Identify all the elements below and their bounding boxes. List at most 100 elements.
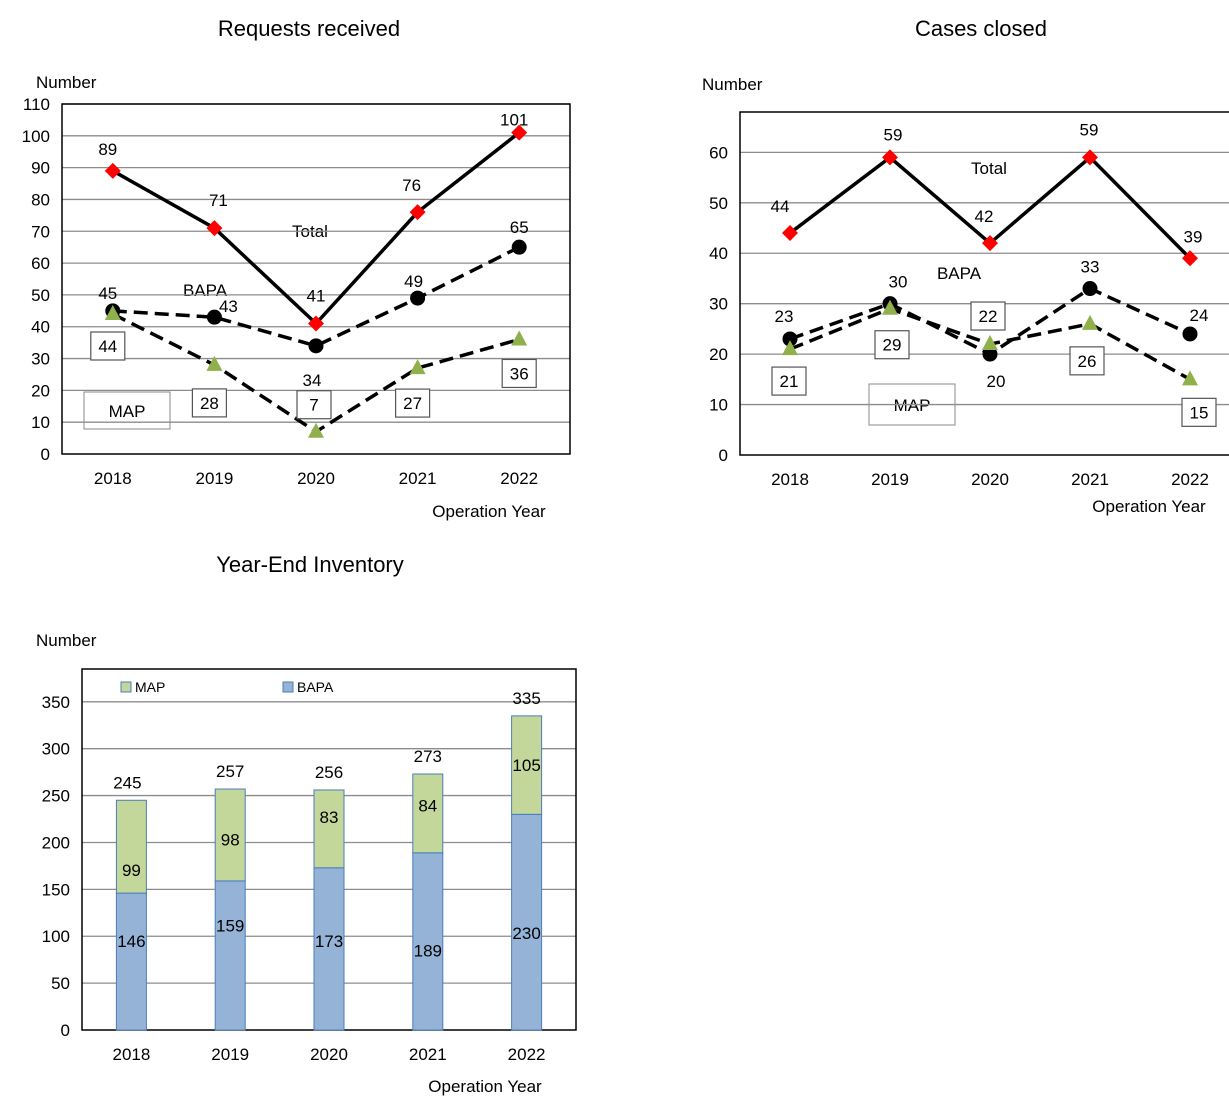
data-label-total: 273 <box>414 747 442 766</box>
y-tick-label: 30 <box>31 350 50 369</box>
y-tick-label: 10 <box>31 413 50 432</box>
y-tick-label: 30 <box>709 295 728 314</box>
cases-closed-svg: Cases closed Number Operation Year Total… <box>702 16 1229 516</box>
x-tick-label: 2019 <box>871 470 909 489</box>
data-label-bapa: 45 <box>98 284 117 303</box>
data-label-bapa: 33 <box>1081 258 1100 277</box>
series-line-bapa <box>112 245 520 348</box>
data-label-map: 105 <box>512 756 540 775</box>
y-tick-label: 350 <box>42 693 70 712</box>
data-label-total: 76 <box>402 176 421 195</box>
data-point-map <box>782 340 798 356</box>
data-label-bapa: 159 <box>216 917 244 936</box>
y-tick-label: 0 <box>719 446 728 465</box>
data-label-box <box>501 358 537 389</box>
bar-map <box>511 715 543 815</box>
x-tick-label: 2022 <box>1171 470 1209 489</box>
y-tick-label: 60 <box>709 143 728 162</box>
x-tick-label: 2018 <box>771 470 809 489</box>
data-label-box <box>1181 397 1217 427</box>
data-label-map: 21 <box>780 372 799 391</box>
y-axis-label: Number <box>702 75 763 94</box>
y-tick-label: 100 <box>42 927 70 946</box>
data-label-map: 7 <box>309 396 318 415</box>
x-tick-label: 2020 <box>297 469 335 488</box>
data-point-total <box>308 315 324 332</box>
y-tick-label: 50 <box>709 194 728 213</box>
requests-received-svg: Requests received Number Operation Year … <box>22 16 571 521</box>
x-tick-label: 2022 <box>508 1045 546 1064</box>
bar-map <box>412 773 444 854</box>
y-tick-label: 250 <box>42 787 70 806</box>
data-point-map <box>511 330 528 346</box>
data-point-total <box>982 235 998 252</box>
data-point-total <box>104 162 121 179</box>
data-point-total <box>1182 250 1198 267</box>
data-label-total: 59 <box>1080 120 1099 139</box>
data-point-total <box>882 149 898 166</box>
y-tick-label: 20 <box>709 345 728 364</box>
data-label-box <box>395 388 431 418</box>
y-tick-label: 40 <box>709 244 728 263</box>
y-tick-label: 60 <box>31 254 50 273</box>
data-point-total <box>409 204 426 221</box>
data-point-bapa <box>1082 281 1098 297</box>
data-label-total: 41 <box>307 287 326 306</box>
y-tick-label: 80 <box>31 190 50 209</box>
data-label-bapa: 49 <box>404 272 423 291</box>
bar-map <box>214 788 246 882</box>
x-tick-label: 2018 <box>94 469 132 488</box>
series-label-bapa: BAPA <box>937 264 982 283</box>
series-label-total: Total <box>971 159 1007 178</box>
data-label-total: 256 <box>315 763 343 782</box>
data-label-total: 39 <box>1184 227 1203 246</box>
data-label-map: 44 <box>98 337 117 356</box>
data-label-bapa: 34 <box>303 371 322 390</box>
y-tick-label: 10 <box>709 396 728 415</box>
data-label-total: 335 <box>512 689 540 708</box>
cases-closed-chart: Cases closed Number Operation Year Total… <box>680 0 1229 530</box>
y-tick-label: 20 <box>31 381 50 400</box>
y-tick-label: 200 <box>42 833 70 852</box>
data-point-map <box>882 299 898 315</box>
data-point-map <box>1182 370 1198 386</box>
data-label-bapa: 24 <box>1190 306 1209 325</box>
data-point-map <box>206 355 223 371</box>
data-label-bapa: 146 <box>117 932 145 951</box>
x-tick-label: 2021 <box>1071 470 1109 489</box>
plot-frame <box>61 103 571 455</box>
data-point-total <box>511 124 528 141</box>
data-label-box <box>1069 346 1105 376</box>
data-label-map: 99 <box>122 861 141 880</box>
y-tick-label: 70 <box>31 222 50 241</box>
data-point-bapa <box>308 338 324 354</box>
data-label-map: 36 <box>510 364 529 383</box>
data-label-map: 98 <box>221 831 240 850</box>
x-tick-label: 2018 <box>112 1045 150 1064</box>
y-tick-label: 100 <box>22 127 50 146</box>
data-label-map: 29 <box>883 336 902 355</box>
y-tick-label: 150 <box>42 880 70 899</box>
data-label-box <box>970 301 1006 331</box>
legend-label-bapa: BAPA <box>297 679 334 695</box>
data-point-bapa <box>782 331 798 347</box>
data-label-box <box>191 388 227 418</box>
data-label-bapa: 230 <box>512 924 540 943</box>
x-axis-label: Operation Year <box>1092 497 1206 516</box>
data-label-total: 44 <box>771 197 790 216</box>
data-label-box <box>771 366 807 396</box>
data-label-box <box>296 390 332 420</box>
data-point-total <box>782 225 798 242</box>
data-label-bapa: 189 <box>414 941 442 960</box>
legend-swatch-bapa <box>282 681 294 693</box>
data-label-map: 83 <box>320 808 339 827</box>
chart-title: Cases closed <box>915 16 1047 41</box>
x-tick-label: 2020 <box>310 1045 348 1064</box>
bar-bapa <box>511 813 543 1031</box>
data-label-map: 27 <box>403 394 422 413</box>
data-point-map <box>1082 314 1098 330</box>
data-label-map: 22 <box>979 307 998 326</box>
data-point-map <box>409 359 426 375</box>
data-label-total: 245 <box>113 773 141 792</box>
x-tick-label: 2021 <box>409 1045 447 1064</box>
